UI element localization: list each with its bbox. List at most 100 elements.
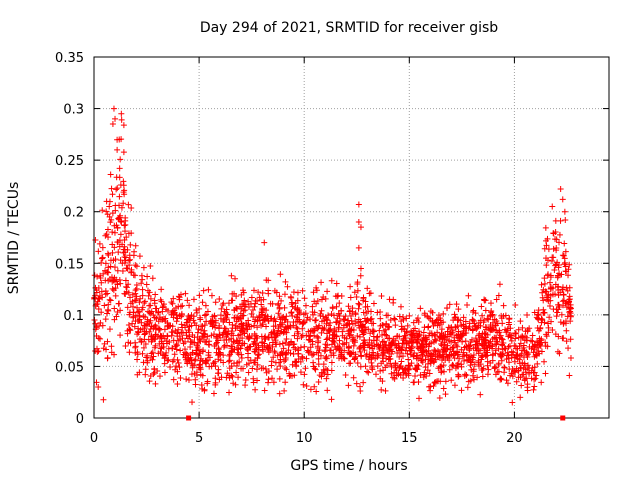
- data-point: [300, 381, 307, 388]
- data-point: [370, 333, 377, 340]
- data-point: [497, 375, 504, 382]
- data-point: [537, 325, 544, 332]
- data-point: [567, 318, 574, 325]
- data-point: [324, 330, 331, 337]
- y-tick-label: 0.3: [63, 103, 84, 118]
- data-point: [369, 327, 376, 334]
- data-point: [195, 352, 202, 359]
- data-point: [289, 373, 296, 380]
- data-point: [226, 319, 233, 326]
- data-point: [117, 257, 124, 264]
- data-point: [349, 305, 356, 312]
- data-point: [167, 363, 174, 370]
- data-point: [566, 309, 573, 316]
- data-point: [535, 312, 542, 319]
- data-point: [114, 309, 121, 316]
- data-point: [361, 337, 368, 344]
- data-point: [244, 354, 251, 361]
- data-point: [222, 312, 229, 319]
- data-point: [107, 257, 114, 264]
- data-point: [283, 329, 290, 336]
- data-point: [95, 306, 102, 313]
- data-point: [99, 294, 106, 301]
- data-point: [238, 354, 245, 361]
- data-point: [109, 191, 116, 198]
- data-point: [132, 344, 139, 351]
- data-point: [291, 332, 298, 339]
- data-point: [356, 345, 363, 352]
- data-point: [495, 292, 502, 299]
- data-point: [268, 330, 275, 337]
- data-point: [549, 203, 556, 210]
- data-point: [320, 361, 327, 368]
- data-point: [255, 352, 262, 359]
- data-point: [127, 256, 134, 263]
- data-point: [393, 372, 400, 379]
- data-point: [531, 369, 538, 376]
- data-point: [415, 355, 422, 362]
- data-point: [479, 312, 486, 319]
- data-point: [474, 374, 481, 381]
- data-point: [109, 121, 116, 128]
- data-point: [513, 378, 520, 385]
- data-point: [292, 358, 299, 365]
- data-point: [286, 341, 293, 348]
- data-point: [356, 301, 363, 308]
- data-point: [471, 361, 478, 368]
- data-point: [301, 371, 308, 378]
- data-point: [388, 370, 395, 377]
- data-point: [364, 368, 371, 375]
- data-point: [526, 343, 533, 350]
- data-point: [517, 334, 524, 341]
- data-point: [289, 361, 296, 368]
- data-point: [559, 286, 566, 293]
- data-point: [316, 322, 323, 329]
- data-point: [470, 352, 477, 359]
- data-point: [383, 362, 390, 369]
- data-point: [427, 315, 434, 322]
- data-point: [254, 335, 261, 342]
- data-point: [364, 285, 371, 292]
- data-point: [197, 371, 204, 378]
- data-point: [524, 384, 531, 391]
- data-point: [140, 264, 147, 271]
- data-point: [100, 345, 107, 352]
- data-point: [507, 325, 514, 332]
- data-point: [151, 369, 158, 376]
- data-point: [343, 321, 350, 328]
- data-point: [247, 300, 254, 307]
- data-point: [454, 323, 461, 330]
- data-point: [272, 359, 279, 366]
- data-point: [558, 311, 565, 318]
- data-point: [404, 329, 411, 336]
- data-point: [277, 363, 284, 370]
- data-point: [161, 354, 168, 361]
- data-point: [461, 325, 468, 332]
- data-point: [273, 341, 280, 348]
- data-point: [455, 316, 462, 323]
- data-point: [502, 345, 509, 352]
- data-point: [470, 366, 477, 373]
- data-point: [362, 363, 369, 370]
- data-point: [189, 349, 196, 356]
- data-point: [482, 307, 489, 314]
- data-point: [425, 356, 432, 363]
- data-point: [446, 351, 453, 358]
- data-point: [491, 316, 498, 323]
- data-point: [120, 200, 127, 207]
- data-point: [437, 333, 444, 340]
- data-point: [353, 380, 360, 387]
- data-point: [149, 275, 156, 282]
- data-point: [313, 349, 320, 356]
- data-point: [333, 333, 340, 340]
- data-point: [217, 312, 224, 319]
- data-point: [470, 376, 477, 383]
- data-point: [106, 213, 113, 220]
- data-point: [178, 321, 185, 328]
- data-point: [522, 366, 529, 373]
- data-point: [116, 193, 123, 200]
- data-point: [268, 334, 275, 341]
- data-point: [372, 355, 379, 362]
- data-point: [440, 385, 447, 392]
- data-point: [460, 330, 467, 337]
